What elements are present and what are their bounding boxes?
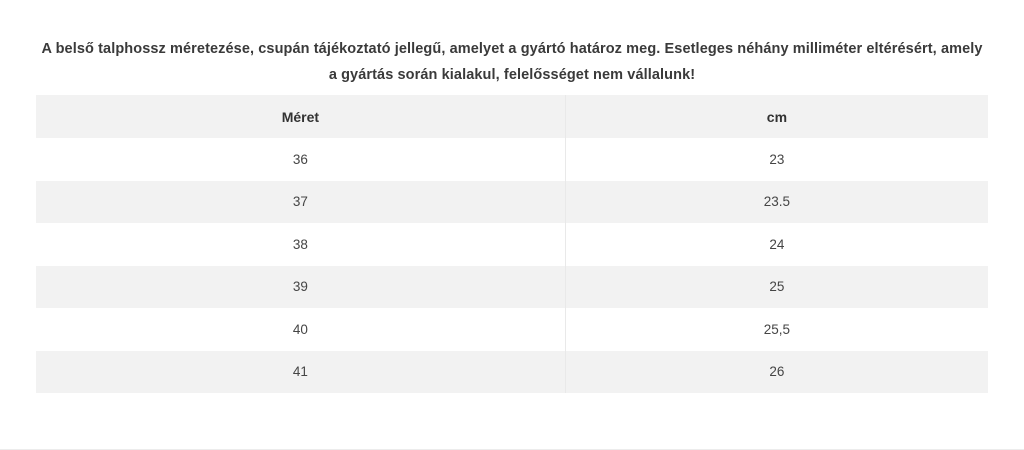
size-disclaimer-text: A belső talphossz méretezése, csupán táj… (41, 41, 983, 83)
size-cell: 37 (36, 180, 566, 223)
column-header-cm: cm (565, 95, 988, 138)
size-table: Méret cm 36 23 37 23.5 38 24 39 25 40 25… (36, 95, 988, 393)
cm-cell: 26 (565, 350, 988, 393)
table-row: 39 25 (36, 265, 988, 308)
table-row: 40 25,5 (36, 308, 988, 351)
cm-cell: 25,5 (565, 308, 988, 351)
size-cell: 38 (36, 223, 566, 266)
table-row: 41 26 (36, 350, 988, 393)
size-cell: 36 (36, 138, 566, 181)
cm-cell: 23 (565, 138, 988, 181)
column-header-meret: Méret (36, 95, 566, 138)
cm-cell: 24 (565, 223, 988, 266)
size-table-body: 36 23 37 23.5 38 24 39 25 40 25,5 41 26 (36, 138, 988, 393)
table-row: 37 23.5 (36, 180, 988, 223)
size-cell: 39 (36, 265, 566, 308)
table-row: 36 23 (36, 138, 988, 181)
cm-cell: 25 (565, 265, 988, 308)
size-cell: 41 (36, 350, 566, 393)
size-table-header-row: Méret cm (36, 95, 988, 138)
cm-cell: 23.5 (565, 180, 988, 223)
size-cell: 40 (36, 308, 566, 351)
table-row: 38 24 (36, 223, 988, 266)
